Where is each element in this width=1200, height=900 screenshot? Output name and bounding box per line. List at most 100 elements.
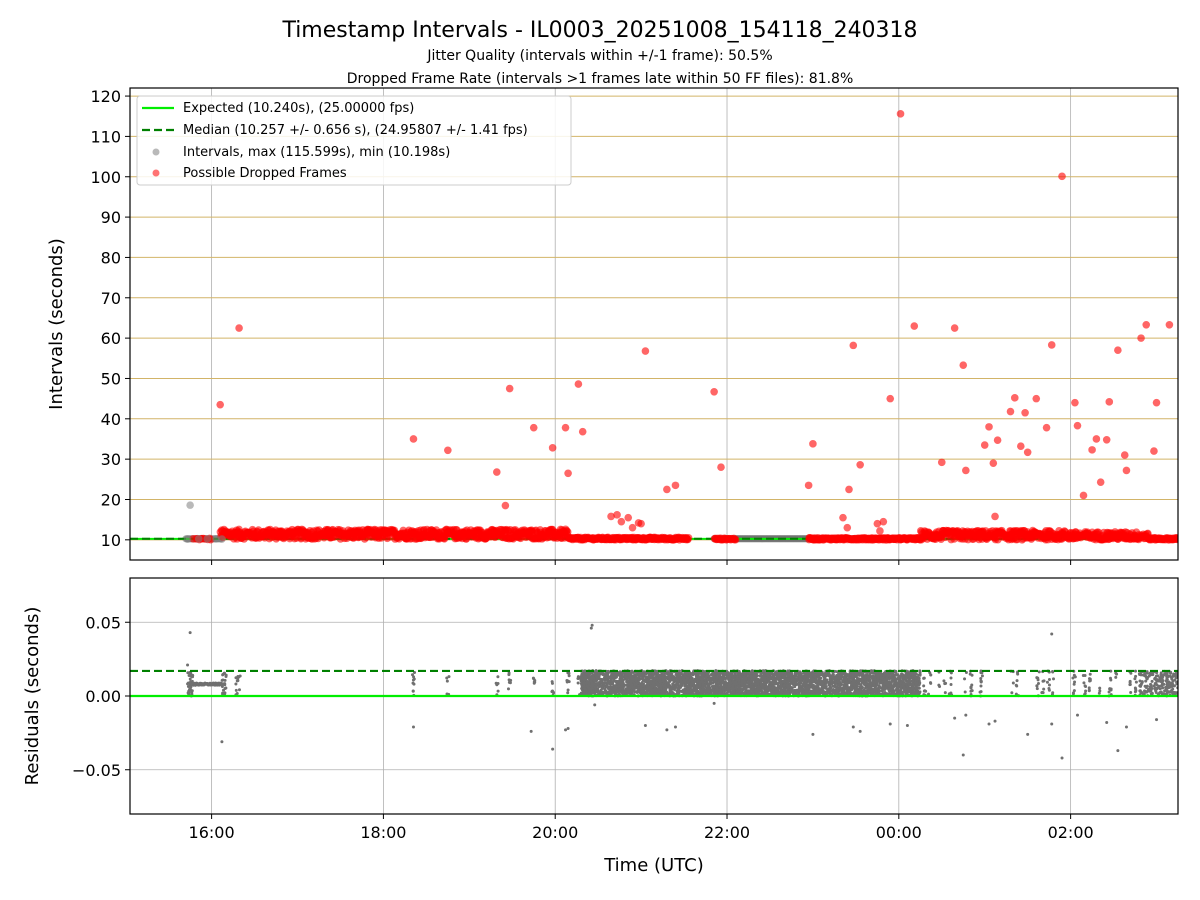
dropped-frame-point [1042, 423, 1051, 432]
top-y-tick-label: 120 [90, 87, 121, 106]
dropped-frame-point [1023, 448, 1032, 457]
dropped-frame-point [937, 458, 946, 467]
residual-point [877, 684, 881, 688]
legend-dropped-label: Possible Dropped Frames [183, 166, 347, 181]
residual-point [802, 671, 806, 675]
dropped-frame-point [717, 463, 725, 472]
bottom-panel: −0.050.000.05 16:00 18:00 20:00 22:00 00:00 0… [22, 577, 1179, 876]
residual-point [842, 685, 846, 689]
dropped-frame-point [896, 110, 905, 118]
residual-point [892, 680, 896, 684]
residual-point [914, 678, 918, 682]
dropped-frame-point [1088, 446, 1096, 454]
residual-point [224, 675, 228, 679]
dropped-frame-point [637, 519, 645, 528]
residual-point [223, 683, 227, 687]
dropped-frame-point [843, 523, 852, 532]
dropped-frame-point [1150, 447, 1158, 455]
residual-point [831, 684, 835, 688]
residual-point [189, 671, 193, 675]
residual-point [496, 675, 500, 679]
legend-intervals-label: Intervals, max (115.599s), min (10.198s) [183, 145, 450, 160]
dropped-frame-point [564, 469, 572, 478]
dropped-frame-point [989, 459, 998, 467]
dropped-frame-point [856, 460, 864, 469]
residual-point [445, 679, 449, 683]
dropped-frame-point [216, 400, 224, 409]
top-y-tick-label: 80 [101, 248, 121, 267]
residual-point [567, 674, 571, 678]
dropped-frame-point [962, 466, 970, 475]
dropped-frame-point [624, 513, 633, 522]
dropped-frame-point [1079, 491, 1088, 500]
residual-point [191, 673, 195, 677]
dropped-frame-point [1165, 321, 1174, 329]
residual-point [509, 678, 513, 682]
dropped-frame-point [950, 324, 959, 332]
residual-point [603, 681, 607, 685]
residual-point [566, 691, 570, 695]
top-y-tick-label: 20 [101, 490, 121, 509]
residual-point [795, 674, 799, 678]
residual-point [411, 678, 415, 682]
dropped-frame-point [876, 527, 884, 535]
residual-point [496, 689, 500, 693]
dropped-frame-point [1071, 398, 1079, 407]
residual-point [888, 687, 892, 691]
residual-point [447, 675, 451, 679]
interval-point [218, 535, 226, 543]
chart-title: Timestamp Intervals - IL0003_20251008_15… [281, 18, 917, 43]
interval-point [186, 501, 194, 509]
residual-point [235, 679, 239, 683]
dropped-frame-point [879, 517, 888, 526]
legend-median-label: Median (10.257 +/- 0.656 s), (24.95807 +… [183, 123, 528, 138]
top-y-axis-label: Intervals (seconds) [46, 238, 67, 410]
chart-subtitle-dropped: Dropped Frame Rate (intervals >1 frames … [347, 71, 854, 87]
dropped-frame-point [710, 387, 718, 396]
residual-point [186, 681, 190, 685]
top-y-tick-label: 10 [101, 531, 121, 550]
top-y-tick-label: 40 [101, 410, 121, 429]
residual-point [793, 685, 797, 689]
residual-point [186, 671, 190, 675]
dropped-frame-point [731, 535, 740, 544]
residual-point [223, 691, 227, 695]
residual-point [894, 688, 898, 692]
top-y-tick-label: 90 [101, 208, 121, 227]
dropped-frame-point [1017, 442, 1025, 451]
dropped-frame-point [980, 441, 989, 449]
residual-point [567, 671, 571, 675]
dropped-frame-point [959, 361, 968, 369]
dropped-frame-point [1142, 321, 1151, 329]
legend-dropped-swatch [152, 169, 160, 177]
residual-point [507, 671, 511, 675]
dropped-frame-point [809, 440, 817, 448]
dropped-frame-point [1096, 478, 1105, 486]
dropped-frame-point [845, 485, 853, 494]
interval-point [212, 535, 220, 543]
residual-point [224, 686, 228, 690]
residual-point [565, 680, 569, 684]
residual-point [234, 688, 238, 692]
residual-point [221, 678, 225, 682]
interval-point [203, 535, 212, 543]
dropped-frame-point [235, 324, 243, 332]
dropped-frame-point [493, 468, 501, 476]
residual-point [631, 689, 635, 693]
residual-point [190, 689, 194, 693]
dropped-frame-point [1102, 435, 1111, 444]
residual-point [411, 689, 415, 693]
residual-point [221, 673, 225, 677]
dropped-frame-point [886, 394, 895, 403]
top-y-tick-label: 30 [101, 450, 121, 469]
dropped-frame-point [1105, 398, 1114, 406]
interval-point [194, 535, 203, 543]
dropped-frame-point [1174, 535, 1178, 544]
dropped-frame-point [1058, 172, 1066, 181]
top-y-tick-label: 110 [90, 127, 121, 146]
dropped-frame-point [684, 534, 693, 542]
dropped-frame-point [501, 501, 510, 510]
residual-point [817, 675, 821, 679]
dropped-frame-point [1114, 346, 1122, 355]
